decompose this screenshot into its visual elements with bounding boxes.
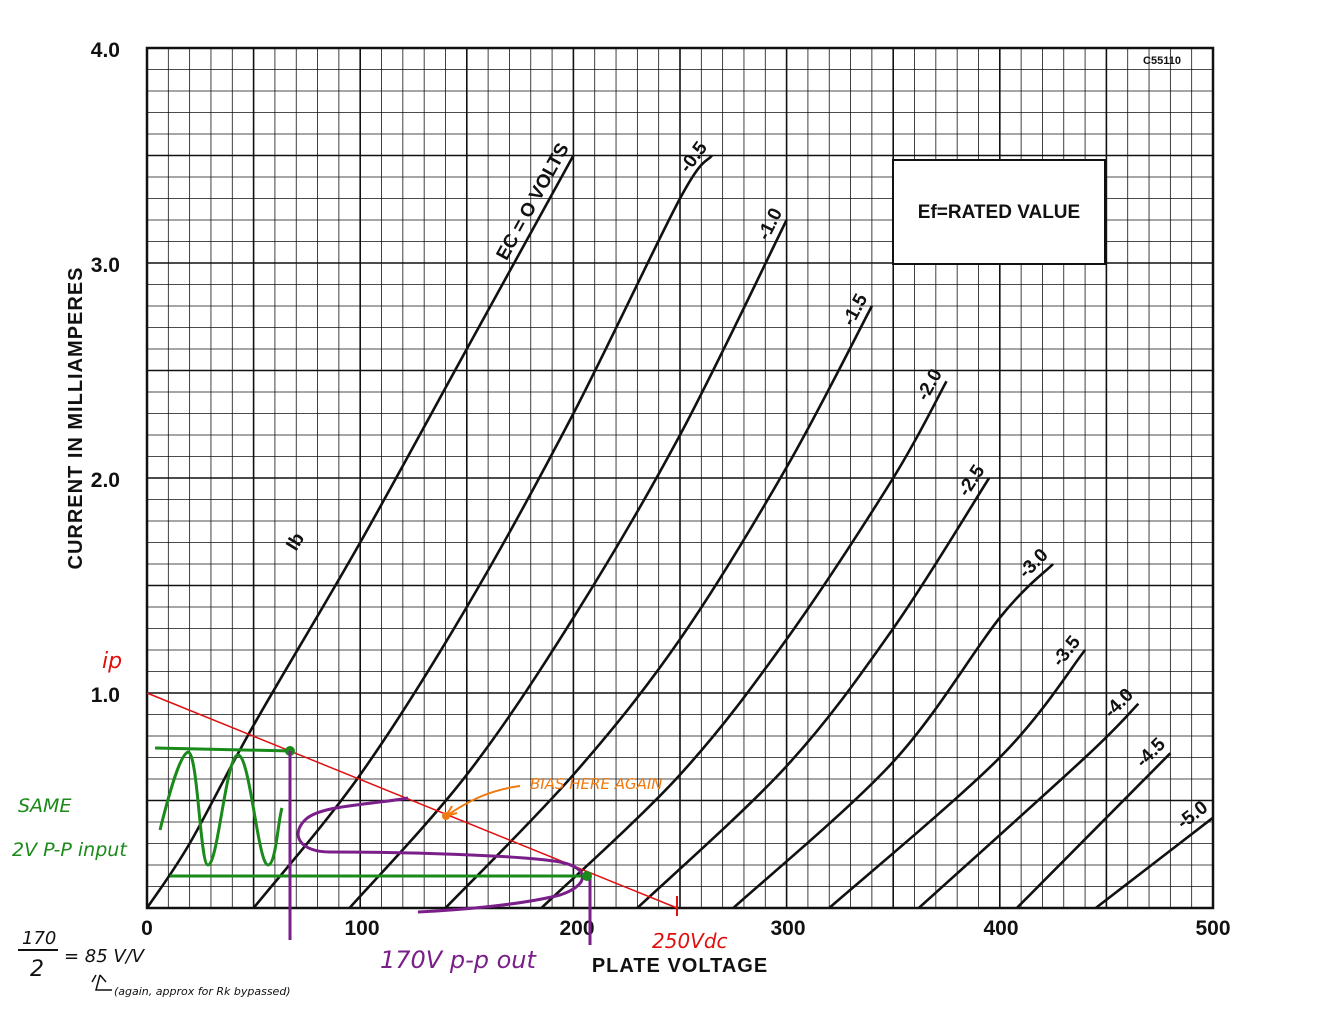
curve-label-9: -4.5 <box>1132 734 1170 772</box>
ip-label: ip <box>102 649 122 674</box>
code-label: C55110 <box>1143 55 1181 67</box>
bias-arrow <box>445 785 521 817</box>
curve-5 <box>636 477 991 909</box>
gain-result: = 85 V/V <box>64 946 146 967</box>
curve-label-6: -3.0 <box>1015 545 1053 583</box>
input-top-line <box>154 746 293 753</box>
curve-1 <box>252 154 714 909</box>
curve-label-2: -1.0 <box>754 205 787 244</box>
gain-note: (again, approx for Rk bypassed) <box>114 985 291 998</box>
negative-swing-point <box>582 871 592 881</box>
x-tick-400: 400 <box>983 917 1018 940</box>
x-axis-label: PLATE VOLTAGE <box>592 955 768 977</box>
hand-annotations: ip 250Vdc BIAS HERE AGAIN SAME 2V P-P in… <box>12 649 728 998</box>
x-tick-0: 0 <box>141 917 153 940</box>
y-tick-4: 4.0 <box>91 39 120 62</box>
axis-ticks: 4.0 3.0 2.0 1.0 0 100 200 300 400 500 <box>91 39 1231 940</box>
curve-6 <box>732 563 1055 909</box>
curve-label-1: -0.5 <box>676 138 713 177</box>
ib-label: Ib <box>282 529 309 554</box>
curve-3 <box>444 305 874 909</box>
plate-curves <box>145 154 1214 910</box>
gain-note-arrow <box>91 974 112 991</box>
input-sine-wave <box>158 750 284 867</box>
x-tick-100: 100 <box>344 917 379 940</box>
curve-label-3: -1.5 <box>838 290 872 329</box>
x-tick-300: 300 <box>770 917 805 940</box>
x-tick-200: 200 <box>559 917 594 940</box>
gain-denominator: 2 <box>30 957 44 982</box>
rated-value-frame <box>892 159 1106 265</box>
y-axis-label: CURRENT IN MILLIAMPERES <box>65 267 87 570</box>
output-sine-wave <box>296 796 584 914</box>
curve-4 <box>540 380 948 909</box>
curve-9 <box>1015 752 1172 909</box>
output-label: 170V p-p out <box>380 946 538 974</box>
gain-numerator: 170 <box>22 928 56 949</box>
bias-arrow-head <box>445 805 458 817</box>
curve-label-4: -2.0 <box>913 366 947 405</box>
curve-7 <box>828 649 1087 909</box>
y-tick-2: 2.0 <box>91 469 120 492</box>
x-tick-500: 500 <box>1195 917 1230 940</box>
curve-8 <box>917 702 1140 909</box>
curve-0 <box>145 154 575 909</box>
same-label: SAME <box>18 795 71 817</box>
y-tick-3: 3.0 <box>91 254 120 277</box>
bias-note: BIAS HERE AGAIN <box>530 775 662 793</box>
rated-value-box: Ef=RATED VALUE <box>892 159 1106 265</box>
curve-10 <box>1094 816 1214 910</box>
rated-value-label: Ef=RATED VALUE <box>918 202 1080 223</box>
input-label: 2V P-P input <box>12 839 128 861</box>
curve-2 <box>348 219 788 909</box>
y-tick-1: 1.0 <box>91 684 120 707</box>
curve-label-7: -3.5 <box>1048 632 1085 671</box>
vdc-label: 250Vdc <box>652 929 728 953</box>
curve-label-5: -2.5 <box>954 461 990 500</box>
curve-label-10: -5.0 <box>1173 797 1212 834</box>
curve-label-0: EC = O VOLTS <box>493 140 574 264</box>
